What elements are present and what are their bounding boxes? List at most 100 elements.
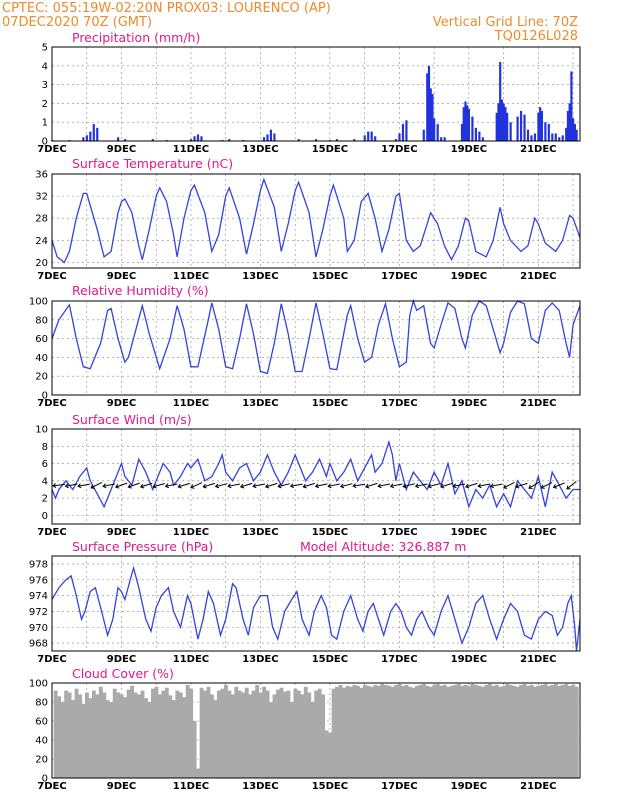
cloud-cover-bar [234,686,239,778]
precipitation-xtick-label: 9DEC [107,144,136,155]
cloud-cover-bar [508,684,513,778]
precip-bar [502,103,505,141]
precip-bar [151,139,154,141]
cloud-cover-ytick-label: 20 [35,755,48,766]
cloud-cover-bar [71,700,75,778]
temperature-ytick-label: 20 [35,258,48,269]
wind-xtick-label: 21DEC [520,527,556,538]
precip-bar [566,110,570,141]
wind-ytick-label: 8 [42,442,48,453]
precip-bar [422,129,425,141]
precip-bar [516,116,519,141]
precip-bar [495,112,498,141]
cloud-cover-frame [51,682,581,779]
cloud-cover-bar [74,688,79,778]
humidity-ytick-label: 60 [35,334,48,345]
cloud-cover-bar [550,684,555,778]
wind-arrow [139,482,153,489]
cloud-cover-bar [296,690,301,778]
cloud-cover-bar [494,684,499,778]
wind-arrow [64,483,78,489]
wind-xtick-label: 7DEC [37,527,66,538]
cloud-cover-bar [387,685,392,778]
pressure-xtick-label: 7DEC [37,654,66,665]
cloud-cover-bar [116,692,121,778]
cloud-cover-bar [213,700,218,778]
precipitation-ytick-label: 0 [42,137,48,148]
cloud-cover-bar [283,691,287,778]
model-altitude-label: Model Altitude: 326.887 m [300,539,466,554]
temperature-xtick-label: 17DEC [381,271,417,282]
cloud-cover-bar [442,684,447,778]
wind-series-line [51,439,580,509]
wind-arrow [489,483,503,489]
wind-arrow [252,483,266,489]
cloud-cover-bar [293,688,298,778]
wind-arrow [515,482,528,489]
temperature-ytick-label: 28 [35,214,48,225]
wind-arrow [214,483,228,489]
temperature-ytick-label: 24 [35,236,48,247]
humidity-title: Relative Humidity (%) [72,283,209,298]
wind-xtick-label: 9DEC [107,527,136,538]
precip-bar [433,118,436,141]
cloud-cover-bar [467,685,471,778]
cloud-cover-xtick-label: 11DEC [173,781,209,792]
temperature-xtick-label: 11DEC [173,271,209,282]
wind-arrow [239,482,253,489]
wind-arrow [202,482,215,489]
precip-bar [436,124,439,141]
pressure-title: Surface Pressure (hPa) [72,539,213,554]
cloud-cover-bar [300,694,305,778]
cloud-cover-bar [526,685,531,778]
wind-arrow [327,483,341,489]
wind-ytick-label: 6 [42,459,48,470]
precipitation-xtick-label: 15DEC [312,144,348,155]
cloud-cover-bar [505,683,510,778]
precip-bar [467,109,471,141]
precipitation-ytick-label: 4 [42,61,48,72]
cloud-cover-bar [369,686,374,778]
precip-bar [464,101,467,141]
cloud-cover-xtick-label: 19DEC [451,781,487,792]
cloud-cover-bar [345,685,350,778]
humidity-xtick-label: 19DEC [451,398,487,409]
wind-arrow [552,482,565,489]
temperature-xtick-label: 13DEC [242,271,278,282]
cloud-cover-bar [567,685,572,778]
cloud-cover-bar [265,690,270,778]
cloud-cover-bar [182,697,187,778]
cloud-cover-bar [248,694,253,778]
cloud-cover-bar [411,687,416,778]
cloud-cover-bar [362,684,367,778]
cloud-cover-bar [102,692,107,778]
precip-bar [398,133,401,141]
cloud-cover-bar [130,685,135,778]
cloud-cover-ytick-label: 40 [35,736,48,747]
temperature-ytick-label: 36 [35,170,48,181]
cloud-cover-bar [276,689,280,778]
temperature-frame [51,173,581,269]
cloud-cover-bar [501,685,506,778]
cloud-cover-bar [383,684,388,778]
cloud-cover-bar [98,686,103,778]
precip-bar [96,127,99,141]
precip-bar [200,136,203,141]
precip-bar [426,73,429,141]
precip-bar [544,122,547,141]
wind-arrow [503,482,515,489]
cloud-cover-bar [491,685,496,778]
cloud-cover-bar [515,686,520,778]
cloud-cover-bar [439,685,444,778]
precipitation-title: Precipitation (mm/h) [72,30,200,45]
precip-bar [394,139,398,141]
cloud-cover-bar [255,684,260,778]
cloud-cover-bar [164,687,169,778]
precip-bar [431,94,434,141]
wind-arrow [389,483,403,489]
precip-bar [539,107,542,141]
cloud-cover-bar [335,686,339,778]
cloud-cover-bar [57,696,62,778]
precipitation-xtick-label: 19DEC [451,144,487,155]
